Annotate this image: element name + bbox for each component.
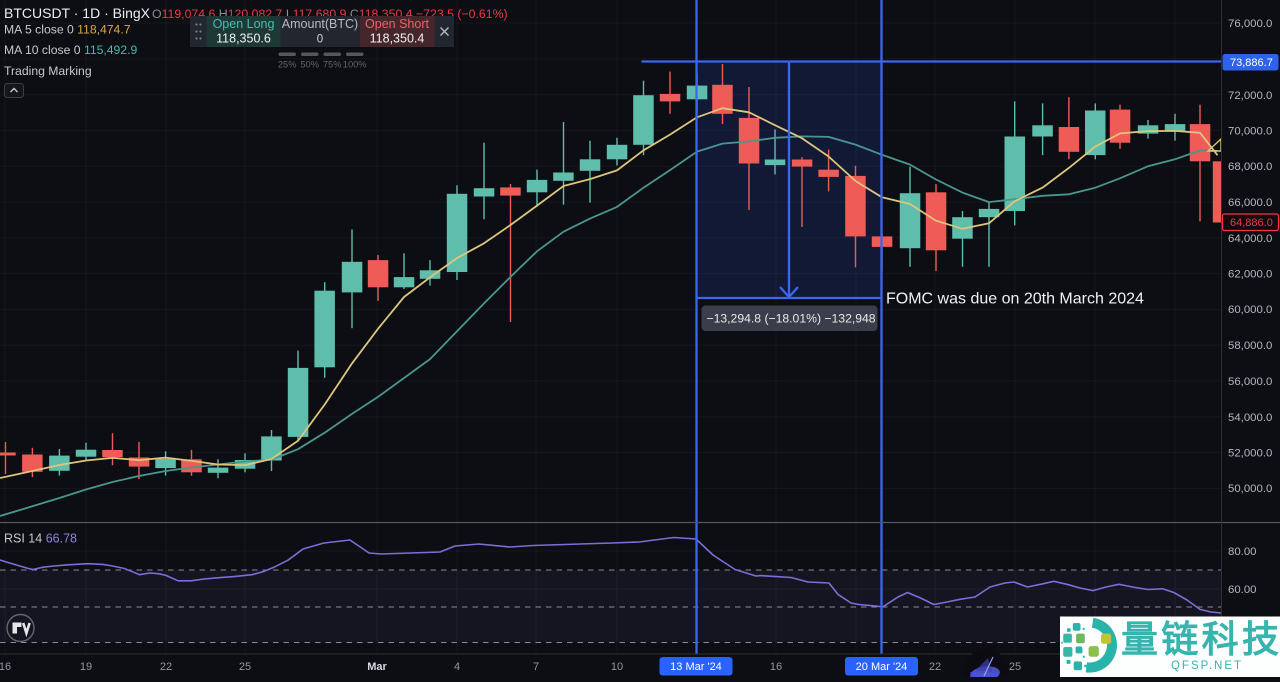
svg-text:16: 16 [770, 661, 782, 673]
svg-text:56,000.0: 56,000.0 [1228, 376, 1272, 388]
svg-text:13 Mar '24: 13 Mar '24 [670, 661, 722, 673]
svg-text:54,000.0: 54,000.0 [1228, 412, 1272, 424]
svg-text:4: 4 [454, 661, 460, 673]
svg-text:75%: 75% [323, 60, 342, 70]
svg-text:Trading Marking: Trading Marking [4, 64, 92, 78]
svg-text:50%: 50% [300, 60, 319, 70]
svg-text:QFSP.NET: QFSP.NET [1171, 660, 1243, 672]
svg-text:76,000.0: 76,000.0 [1228, 18, 1272, 30]
svg-text:118,350.4: 118,350.4 [370, 32, 425, 46]
svg-text:66,000.0: 66,000.0 [1228, 197, 1272, 209]
svg-text:19: 19 [80, 661, 92, 673]
svg-text:16: 16 [0, 661, 11, 673]
svg-text:RSI 14 66.78: RSI 14 66.78 [4, 532, 77, 546]
svg-text:70,000.0: 70,000.0 [1228, 126, 1272, 138]
svg-text:Amount(BTC): Amount(BTC) [282, 17, 358, 31]
svg-text:−13,294.8 (−18.01%) −132,948: −13,294.8 (−18.01%) −132,948 [707, 312, 876, 326]
svg-text:50,000.0: 50,000.0 [1228, 483, 1272, 495]
svg-text:100%: 100% [343, 60, 367, 70]
svg-text:0: 0 [317, 34, 323, 46]
svg-text:7: 7 [533, 661, 539, 673]
svg-text:64,000.0: 64,000.0 [1228, 233, 1272, 245]
svg-text:MA 5 close 0 118,474.7: MA 5 close 0 118,474.7 [4, 23, 131, 37]
svg-text:25: 25 [1009, 661, 1021, 673]
svg-text:118,350.6: 118,350.6 [216, 32, 271, 46]
svg-text:64,886.0: 64,886.0 [1230, 217, 1273, 229]
svg-text:Mar: Mar [367, 661, 387, 673]
svg-text:Open Short: Open Short [365, 17, 429, 31]
svg-text:62,000.0: 62,000.0 [1228, 269, 1272, 281]
svg-text:Open Long: Open Long [213, 17, 275, 31]
svg-text:60.00: 60.00 [1228, 584, 1257, 596]
svg-text:60,000.0: 60,000.0 [1228, 304, 1272, 316]
svg-text:25: 25 [239, 661, 251, 673]
svg-text:10: 10 [611, 661, 623, 673]
svg-text:68,000.0: 68,000.0 [1228, 161, 1272, 173]
svg-text:BTCUSDT · 1D · BingX: BTCUSDT · 1D · BingX [4, 5, 151, 21]
svg-text:52,000.0: 52,000.0 [1228, 448, 1272, 460]
svg-text:25%: 25% [278, 60, 297, 70]
svg-text:73,886.7: 73,886.7 [1230, 57, 1273, 69]
svg-text:20 Mar '24: 20 Mar '24 [856, 661, 908, 673]
svg-text:22: 22 [929, 661, 941, 673]
svg-text:58,000.0: 58,000.0 [1228, 340, 1272, 352]
svg-text:80.00: 80.00 [1228, 546, 1257, 558]
svg-text:22: 22 [160, 661, 172, 673]
svg-text:FOMC was due on 20th March 202: FOMC was due on 20th March 2024 [886, 291, 1144, 308]
svg-text:72,000.0: 72,000.0 [1228, 90, 1272, 102]
svg-text:MA 10 close 0 115,492.9: MA 10 close 0 115,492.9 [4, 43, 137, 57]
